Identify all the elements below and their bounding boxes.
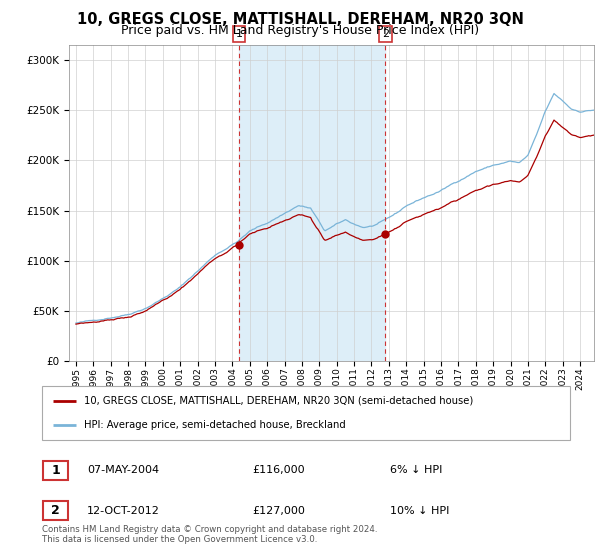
Text: Contains HM Land Registry data © Crown copyright and database right 2024.
This d: Contains HM Land Registry data © Crown c… — [42, 525, 377, 544]
Text: 10, GREGS CLOSE, MATTISHALL, DEREHAM, NR20 3QN (semi-detached house): 10, GREGS CLOSE, MATTISHALL, DEREHAM, NR… — [84, 396, 473, 406]
Text: £127,000: £127,000 — [252, 506, 305, 516]
Text: 6% ↓ HPI: 6% ↓ HPI — [390, 465, 442, 475]
Text: 2: 2 — [382, 29, 389, 39]
Text: 1: 1 — [235, 29, 242, 39]
Text: 10% ↓ HPI: 10% ↓ HPI — [390, 506, 449, 516]
Text: 2: 2 — [51, 504, 60, 517]
FancyBboxPatch shape — [42, 386, 570, 440]
FancyBboxPatch shape — [43, 461, 68, 480]
FancyBboxPatch shape — [43, 501, 68, 520]
Text: 1: 1 — [51, 464, 60, 477]
Text: Price paid vs. HM Land Registry's House Price Index (HPI): Price paid vs. HM Land Registry's House … — [121, 24, 479, 37]
Text: 10, GREGS CLOSE, MATTISHALL, DEREHAM, NR20 3QN: 10, GREGS CLOSE, MATTISHALL, DEREHAM, NR… — [77, 12, 523, 27]
Bar — [239, 45, 385, 361]
Text: HPI: Average price, semi-detached house, Breckland: HPI: Average price, semi-detached house,… — [84, 420, 346, 430]
Text: 07-MAY-2004: 07-MAY-2004 — [87, 465, 159, 475]
Text: £116,000: £116,000 — [252, 465, 305, 475]
Text: 12-OCT-2012: 12-OCT-2012 — [87, 506, 160, 516]
